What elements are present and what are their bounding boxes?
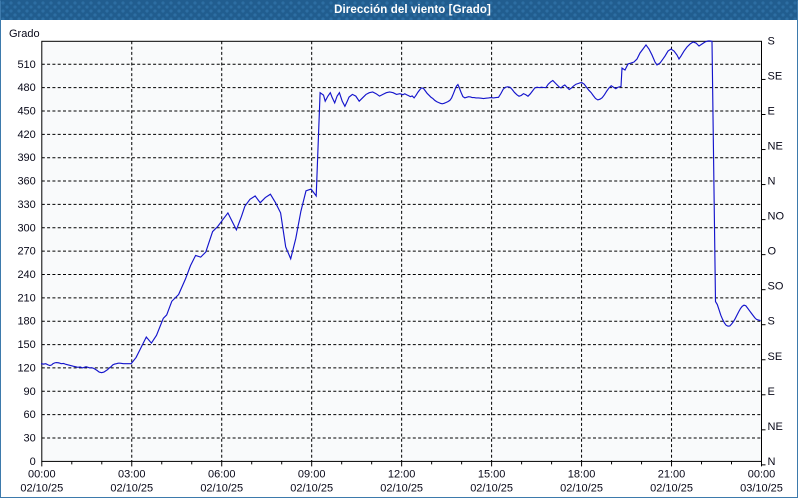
svg-text:15:00: 15:00 [478, 468, 506, 480]
svg-text:O: O [768, 246, 777, 258]
svg-text:06:00: 06:00 [208, 468, 236, 480]
svg-text:E: E [768, 105, 775, 117]
svg-text:S: S [768, 35, 775, 47]
svg-text:02/10/25: 02/10/25 [470, 482, 513, 494]
svg-text:360: 360 [17, 176, 35, 188]
svg-text:150: 150 [17, 339, 35, 351]
svg-text:450: 450 [17, 105, 35, 117]
svg-text:330: 330 [17, 199, 35, 211]
svg-text:02/10/25: 02/10/25 [20, 482, 63, 494]
svg-text:NE: NE [768, 141, 783, 153]
svg-text:03:00: 03:00 [118, 468, 146, 480]
svg-text:02/10/25: 02/10/25 [380, 482, 423, 494]
svg-text:09:00: 09:00 [298, 468, 326, 480]
svg-text:0: 0 [30, 456, 36, 468]
svg-text:NE: NE [768, 421, 783, 433]
svg-text:03/10/25: 03/10/25 [740, 482, 783, 494]
svg-text:SE: SE [768, 351, 783, 363]
svg-text:02/10/25: 02/10/25 [290, 482, 333, 494]
svg-text:02/10/25: 02/10/25 [200, 482, 243, 494]
svg-text:270: 270 [17, 246, 35, 258]
svg-text:120: 120 [17, 362, 35, 374]
svg-text:Grado: Grado [9, 28, 40, 40]
svg-text:300: 300 [17, 222, 35, 234]
svg-text:90: 90 [24, 386, 36, 398]
svg-text:12:00: 12:00 [388, 468, 416, 480]
svg-text:NO: NO [768, 211, 785, 223]
svg-text:02/10/25: 02/10/25 [560, 482, 603, 494]
svg-text:30: 30 [24, 433, 36, 445]
svg-text:SO: SO [768, 281, 784, 293]
svg-text:240: 240 [17, 269, 35, 281]
svg-text:18:00: 18:00 [568, 468, 596, 480]
svg-text:SE: SE [768, 70, 783, 82]
svg-text:210: 210 [17, 292, 35, 304]
svg-text:02/10/25: 02/10/25 [650, 482, 693, 494]
svg-text:N: N [768, 456, 776, 468]
svg-text:390: 390 [17, 152, 35, 164]
svg-text:510: 510 [17, 59, 35, 71]
svg-text:21:00: 21:00 [658, 468, 686, 480]
svg-text:60: 60 [24, 409, 36, 421]
svg-text:420: 420 [17, 129, 35, 141]
svg-text:N: N [768, 176, 776, 188]
svg-text:S: S [768, 316, 775, 328]
svg-text:02/10/25: 02/10/25 [110, 482, 153, 494]
svg-text:480: 480 [17, 82, 35, 94]
svg-text:E: E [768, 386, 775, 398]
svg-text:00:00: 00:00 [28, 468, 56, 480]
svg-text:00:00: 00:00 [748, 468, 776, 480]
svg-text:180: 180 [17, 316, 35, 328]
